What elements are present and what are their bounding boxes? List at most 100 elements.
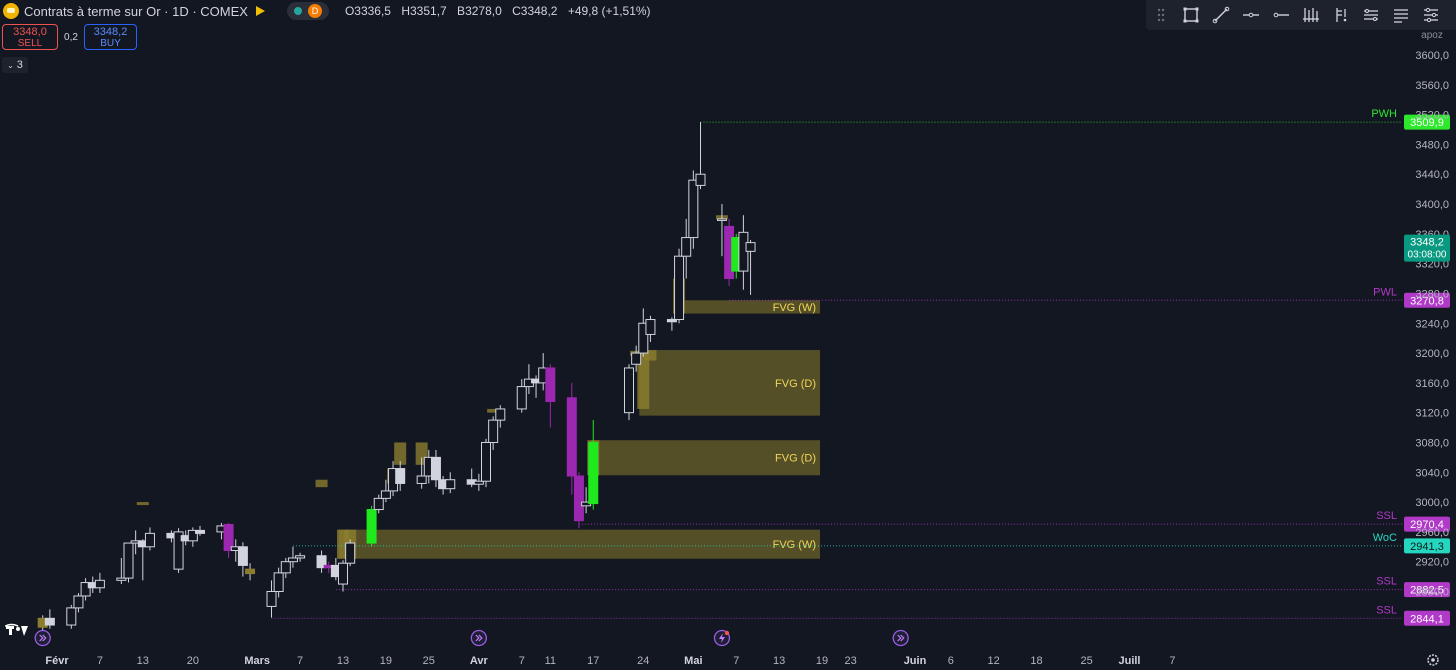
candle-body[interactable]	[445, 479, 456, 490]
arrow-glyph	[897, 634, 905, 642]
candle-body[interactable]	[144, 532, 155, 548]
gear-icon[interactable]	[1427, 654, 1439, 666]
fvg-fragment	[637, 350, 650, 409]
indicators-toggle-button[interactable]: ⌄ 3	[2, 57, 28, 73]
buy-label: BUY	[100, 38, 121, 49]
candle-body[interactable]	[373, 497, 384, 511]
candle-body[interactable]	[473, 480, 484, 485]
candle-body[interactable]	[674, 255, 685, 321]
scale-mode-label[interactable]: apoz	[1421, 30, 1443, 41]
candle-body[interactable]	[573, 475, 584, 522]
y-axis-tick-label: 2920,0	[1415, 557, 1449, 569]
gold-logo-icon	[3, 3, 19, 19]
candle-body[interactable]	[245, 568, 256, 575]
flag-icon[interactable]	[255, 6, 265, 16]
high-value: 3351,7	[410, 4, 447, 18]
x-axis-tick-label: Juin	[904, 655, 927, 667]
level-price-tag-text: 3270,8	[1410, 295, 1444, 307]
level-price-tag	[1404, 292, 1450, 308]
candle-body[interactable]	[395, 468, 406, 484]
level-price-tag	[1404, 114, 1450, 130]
candle-body[interactable]	[94, 579, 105, 589]
candle-body[interactable]	[338, 562, 348, 585]
candle-body[interactable]	[545, 367, 556, 402]
candle-body[interactable]	[316, 555, 327, 569]
fvg-zone[interactable]	[589, 440, 820, 476]
market-status-pill[interactable]: D	[286, 2, 329, 20]
candle-body[interactable]	[44, 617, 55, 626]
candle-body[interactable]	[345, 542, 356, 564]
drag-handle-icon[interactable]	[1146, 0, 1176, 30]
candle-body[interactable]	[745, 242, 756, 252]
candle-body[interactable]	[66, 607, 77, 626]
settings-lines-icon[interactable]	[1416, 0, 1446, 30]
candle-body[interactable]	[366, 509, 377, 544]
x-axis-tick-label: 11	[545, 655, 556, 667]
fvg-zone-label: FVG (W)	[773, 539, 816, 551]
candle-body[interactable]	[588, 441, 599, 505]
spread-value: 0,2	[64, 31, 78, 43]
buy-button[interactable]: 3348,2 BUY	[84, 24, 137, 50]
fvg-zone[interactable]	[339, 529, 820, 559]
trend-line-tool-icon[interactable]	[1206, 0, 1236, 30]
candle-body[interactable]	[716, 218, 727, 221]
candle-body[interactable]	[173, 531, 184, 570]
candle-body[interactable]	[430, 456, 441, 481]
candle-body[interactable]	[645, 319, 656, 335]
horizontal-ray-icon[interactable]	[1236, 0, 1266, 30]
candle-body[interactable]	[666, 319, 677, 323]
candle-body[interactable]	[80, 582, 91, 597]
fvg-zone[interactable]	[639, 350, 820, 416]
y-axis-tick-label: 3040,0	[1415, 467, 1449, 479]
long-position-icon[interactable]	[1326, 0, 1356, 30]
candle-body[interactable]	[273, 572, 284, 592]
fvg-zone[interactable]	[675, 300, 820, 314]
candle-body[interactable]	[695, 173, 706, 186]
symbol-title[interactable]: Contrats à terme sur Or · 1D · COMEX	[24, 3, 248, 19]
candle-body[interactable]	[266, 591, 277, 607]
candle-body[interactable]	[624, 367, 634, 414]
level-price-tag-text: 3509,9	[1410, 117, 1444, 129]
candle-body[interactable]	[688, 179, 699, 239]
tv-logo-stem	[9, 626, 12, 635]
candle-body[interactable]	[195, 529, 205, 534]
horizontal-line-icon[interactable]	[1266, 0, 1296, 30]
level-price-tag-text: 2970,4	[1410, 519, 1444, 531]
candle-body[interactable]	[287, 557, 298, 563]
text-tool-icon[interactable]	[1386, 0, 1416, 30]
candle-body[interactable]	[495, 408, 506, 421]
rectangle-tool-icon[interactable]	[1176, 0, 1206, 30]
y-axis-tick-label: 3560,0	[1415, 80, 1449, 92]
y-axis-tick-label: 3000,0	[1415, 497, 1449, 509]
candle-body[interactable]	[223, 523, 234, 552]
sell-button[interactable]: 3348,0 SELL	[2, 24, 58, 50]
y-axis-tick-label: 3520,0	[1415, 110, 1449, 122]
tv-logo-dot	[16, 627, 20, 631]
level-price-tag	[1404, 582, 1450, 598]
candle-body[interactable]	[123, 542, 134, 579]
candle-body[interactable]	[488, 419, 499, 443]
candle-body[interactable]	[681, 237, 692, 257]
candle-body[interactable]	[638, 322, 649, 354]
candle-body[interactable]	[380, 490, 391, 499]
short-position-icon[interactable]	[1356, 0, 1386, 30]
candle-body[interactable]	[116, 577, 127, 581]
candle-body[interactable]	[187, 529, 198, 542]
y-axis-tick-label: 3120,0	[1415, 408, 1449, 420]
candle-body[interactable]	[295, 555, 306, 559]
level-label: SSL	[1376, 576, 1397, 588]
candle-body[interactable]	[481, 441, 491, 482]
candle-body[interactable]	[73, 595, 84, 609]
fib-tool-icon[interactable]	[1296, 0, 1326, 30]
level-price-tag	[1404, 538, 1450, 554]
candle-body[interactable]	[566, 397, 577, 477]
candle-body[interactable]	[516, 386, 527, 410]
candle-body[interactable]	[416, 475, 427, 484]
candle-body[interactable]	[631, 352, 642, 365]
candle-body[interactable]	[237, 546, 248, 566]
fvg-fragment	[644, 350, 657, 361]
candle-body[interactable]	[280, 561, 291, 574]
x-axis-tick-label: 19	[816, 655, 828, 667]
